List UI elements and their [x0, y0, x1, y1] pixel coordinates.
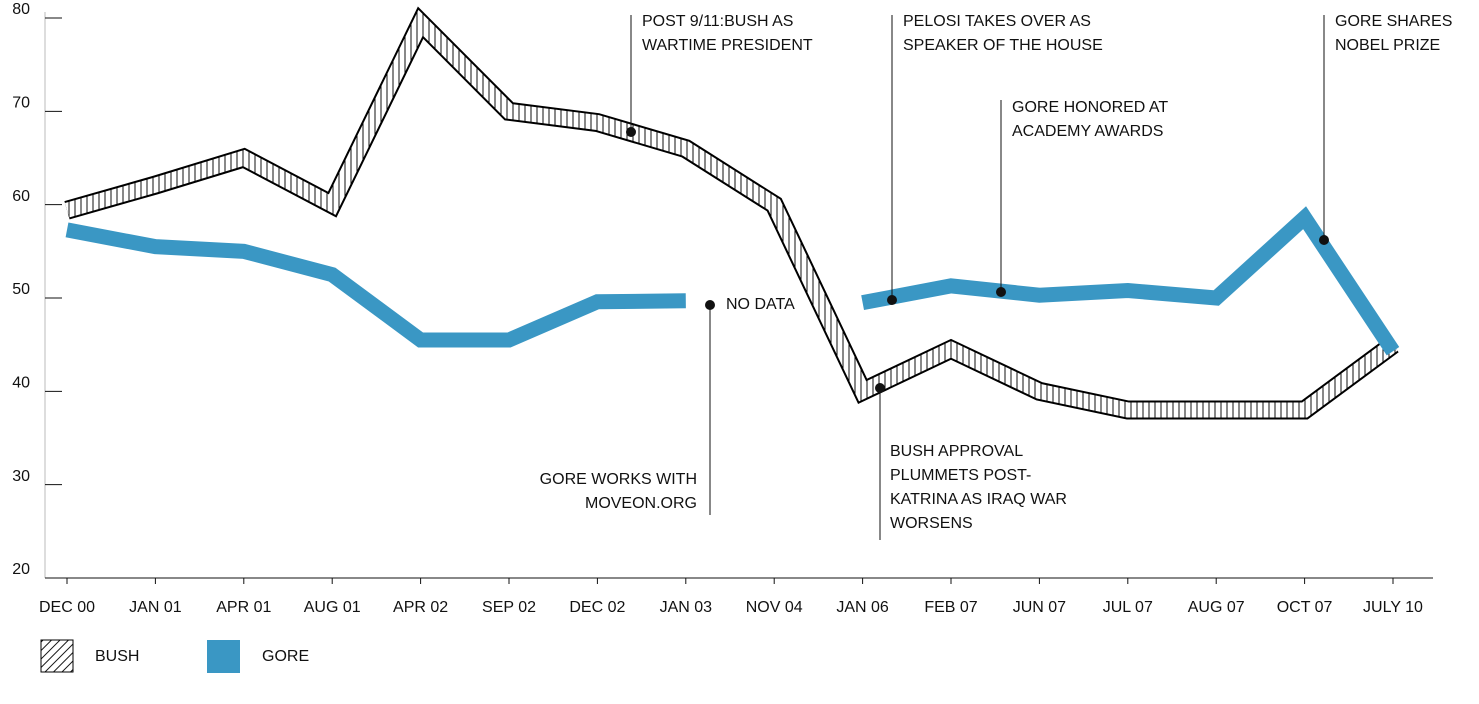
bush-band-outline: [64, 6, 1399, 420]
annotation-text: KATRINA AS IRAQ WAR: [890, 491, 1067, 508]
annotation-text: POST 9/11:BUSH AS: [642, 13, 793, 30]
annotation-dot: [705, 300, 715, 310]
legend-label: BUSH: [95, 648, 139, 665]
annotation-dot: [887, 295, 897, 305]
y-tick-label: 60: [12, 188, 30, 205]
x-tick-label: JUN 07: [1013, 599, 1066, 616]
annotation-text: PLUMMETS POST-: [890, 467, 1031, 484]
legend-swatch: [40, 639, 74, 673]
annotation-text: WARTIME PRESIDENT: [642, 37, 813, 54]
x-tick-label: SEP 02: [482, 599, 536, 616]
annotation-text: ACADEMY AWARDS: [1012, 123, 1163, 140]
x-tick-label: AUG 01: [304, 599, 361, 616]
x-tick-label: JULY 10: [1363, 599, 1423, 616]
gore-line: [65, 222, 686, 348]
x-tick-label: DEC 02: [569, 599, 625, 616]
x-tick-label: JAN 03: [660, 599, 713, 616]
annotation-text: GORE HONORED AT: [1012, 99, 1168, 116]
x-tick-label: APR 02: [393, 599, 448, 616]
annotation-text: BUSH APPROVAL: [890, 443, 1023, 460]
annotation-text: NOBEL PRIZE: [1335, 37, 1440, 54]
x-tick-label: OCT 07: [1277, 599, 1333, 616]
annotation-text: WORSENS: [890, 515, 973, 532]
annotation-text: GORE SHARES: [1335, 13, 1452, 30]
x-tick-label: JAN 01: [129, 599, 182, 616]
y-tick-label: 70: [12, 95, 30, 112]
y-tick-label: 80: [12, 1, 30, 18]
x-tick-label: JAN 06: [836, 599, 889, 616]
y-tick-label: 30: [12, 468, 30, 485]
annotation-dot: [996, 287, 1006, 297]
annotation-text: MOVEON.ORG: [585, 495, 697, 512]
y-tick-label: 20: [12, 561, 30, 578]
y-tick-label: 50: [12, 281, 30, 298]
x-tick-label: NOV 04: [746, 599, 803, 616]
x-tick-label: APR 01: [216, 599, 271, 616]
annotation-text: SPEAKER OF THE HOUSE: [903, 37, 1103, 54]
legend-swatch: [207, 640, 240, 673]
annotation-text: PELOSI TAKES OVER AS: [903, 13, 1091, 30]
x-tick-label: JUL 07: [1103, 599, 1153, 616]
annotation-text: NO DATA: [726, 296, 795, 313]
x-tick-label: DEC 00: [39, 599, 95, 616]
bush-band: [64, 9, 1398, 418]
legend-label: GORE: [262, 648, 309, 665]
x-tick-label: FEB 07: [924, 599, 977, 616]
annotation-dot: [626, 127, 636, 137]
annotation-dot: [1319, 235, 1329, 245]
annotation-text: GORE WORKS WITH: [540, 471, 697, 488]
y-tick-label: 40: [12, 375, 30, 392]
x-tick-label: AUG 07: [1188, 599, 1245, 616]
gore-line: [861, 206, 1400, 356]
annotation-dot: [875, 383, 885, 393]
